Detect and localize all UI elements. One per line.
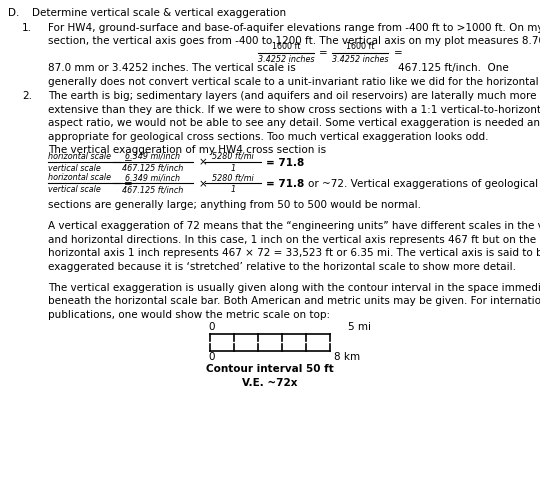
Text: generally does not convert vertical scale to a unit-invariant ratio like we did : generally does not convert vertical scal… [48, 76, 540, 87]
Text: 6.349 mi/inch: 6.349 mi/inch [125, 151, 180, 160]
Text: =: = [124, 157, 133, 167]
Text: extensive than they are thick. If we were to show cross sections with a 1:1 vert: extensive than they are thick. If we wer… [48, 105, 540, 115]
Text: 3.4252 inches: 3.4252 inches [258, 54, 314, 63]
Text: beneath the horizontal scale bar. Both American and metric units may be given. F: beneath the horizontal scale bar. Both A… [48, 296, 540, 306]
Text: aspect ratio, we would not be able to see any detail. Some vertical exaggeration: aspect ratio, we would not be able to se… [48, 118, 540, 128]
Text: D.: D. [8, 8, 19, 18]
Text: = 71.8: = 71.8 [266, 179, 304, 189]
Text: horizontal scale: horizontal scale [48, 151, 111, 160]
Text: 467.125 ft/inch.  One: 467.125 ft/inch. One [398, 63, 509, 73]
Text: 2.: 2. [22, 91, 32, 101]
Text: ×: × [199, 157, 208, 167]
Text: 0: 0 [209, 321, 215, 331]
Text: 1600 ft: 1600 ft [346, 42, 374, 50]
Text: vertical scale: vertical scale [48, 163, 101, 173]
Text: and horizontal directions. In this case, 1 inch on the vertical axis represents : and horizontal directions. In this case,… [48, 234, 536, 244]
Text: 1: 1 [231, 163, 235, 173]
Text: 8 km: 8 km [334, 352, 360, 362]
Text: 1600 ft: 1600 ft [272, 42, 300, 50]
Text: 1: 1 [231, 185, 235, 194]
Text: 1.: 1. [22, 23, 32, 33]
Text: 467.125 ft/inch: 467.125 ft/inch [123, 185, 184, 194]
Text: = 71.8: = 71.8 [266, 157, 304, 167]
Text: 6.349 mi/inch: 6.349 mi/inch [125, 173, 180, 182]
Text: 5280 ft/mi: 5280 ft/mi [212, 151, 254, 160]
Text: =: = [394, 48, 403, 58]
Text: A vertical exaggeration of 72 means that the “engineering units” have different : A vertical exaggeration of 72 means that… [48, 221, 540, 231]
Text: section, the vertical axis goes from -400 to 1200 ft. The vertical axis on my pl: section, the vertical axis goes from -40… [48, 36, 540, 46]
Text: appropriate for geological cross sections. Too much vertical exaggeration looks : appropriate for geological cross section… [48, 131, 489, 141]
Text: horizontal axis 1 inch represents 467 × 72 = 33,523 ft or 6.35 mi. The vertical : horizontal axis 1 inch represents 467 × … [48, 248, 540, 258]
Text: horizontal scale: horizontal scale [48, 173, 111, 182]
Text: The vertical exaggeration of my HW4 cross section is: The vertical exaggeration of my HW4 cros… [48, 145, 326, 155]
Text: Determine vertical scale & vertical exaggeration: Determine vertical scale & vertical exag… [32, 8, 286, 18]
Text: =: = [124, 179, 133, 189]
Text: 0: 0 [209, 352, 215, 362]
Text: The earth is big; sedimentary layers (and aquifers and oil reservoirs) are later: The earth is big; sedimentary layers (an… [48, 91, 537, 101]
Text: 5 mi: 5 mi [348, 321, 371, 331]
Text: exaggerated because it is ‘stretched’ relative to the horizontal scale to show m: exaggerated because it is ‘stretched’ re… [48, 262, 516, 272]
Text: 87.0 mm or 3.4252 inches. The vertical scale is: 87.0 mm or 3.4252 inches. The vertical s… [48, 63, 296, 73]
Text: The vertical exaggeration is usually given along with the contour interval in th: The vertical exaggeration is usually giv… [48, 283, 540, 293]
Text: 3.4252 inches: 3.4252 inches [332, 54, 388, 63]
Text: or ~72. Vertical exaggerations of geological: or ~72. Vertical exaggerations of geolog… [308, 179, 538, 189]
Text: publications, one would show the metric scale on top:: publications, one would show the metric … [48, 310, 330, 320]
Text: For HW4, ground-surface and base-of-aquifer elevations range from -400 ft to >10: For HW4, ground-surface and base-of-aqui… [48, 23, 540, 33]
Text: V.E. ~72x: V.E. ~72x [242, 378, 298, 388]
Text: vertical scale: vertical scale [48, 185, 101, 194]
Text: sections are generally large; anything from 50 to 500 would be normal.: sections are generally large; anything f… [48, 200, 421, 210]
Text: Contour interval 50 ft: Contour interval 50 ft [206, 365, 334, 375]
Text: ×: × [199, 179, 208, 189]
Text: 467.125 ft/inch: 467.125 ft/inch [123, 163, 184, 173]
Text: 5280 ft/mi: 5280 ft/mi [212, 173, 254, 182]
Text: =: = [319, 48, 328, 58]
